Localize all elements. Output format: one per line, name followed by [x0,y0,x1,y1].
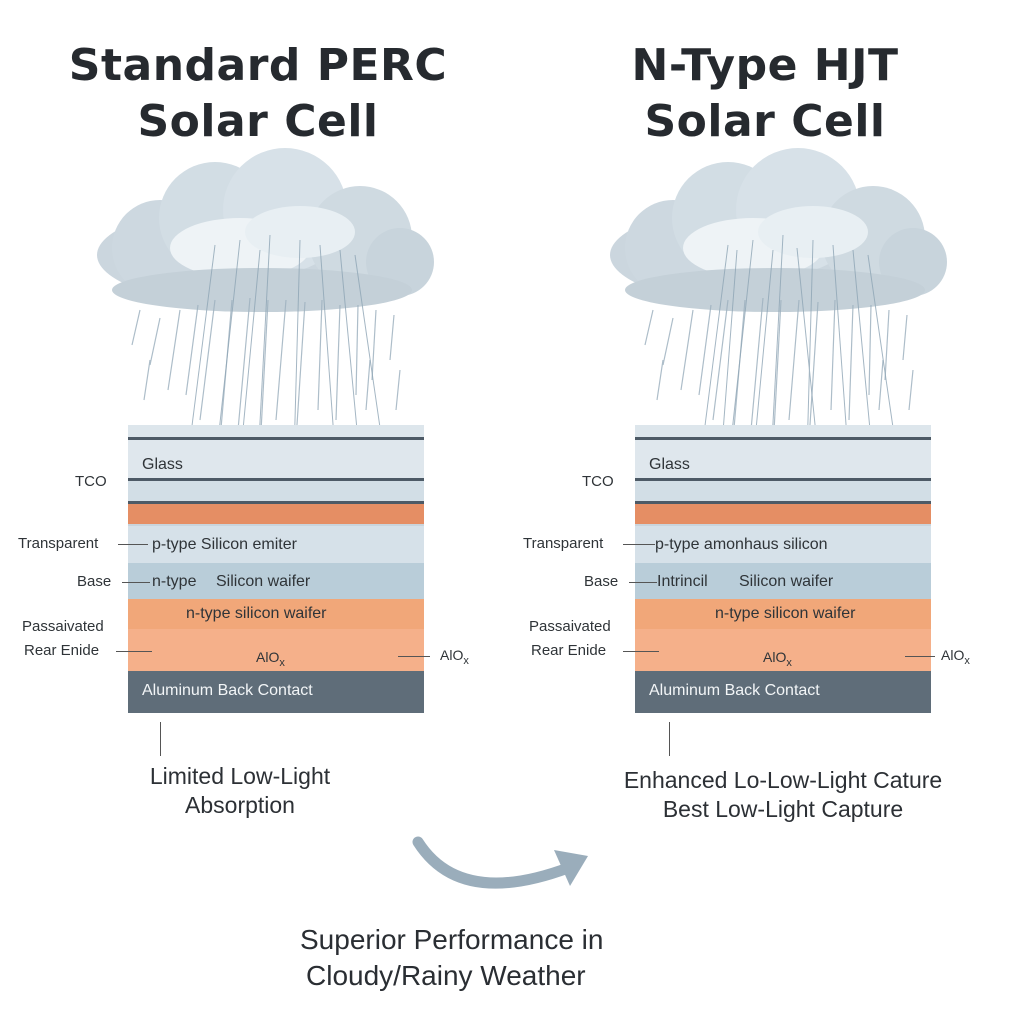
hjt-caption-line2: Best Low-Light Capture [662,796,904,822]
perc-layer-stack: Glass p-type Silicon emiter n-type Silic… [128,425,424,713]
hjt-caption: Enhanced Lo-Low-Light Cature Best Low-Li… [590,766,976,824]
perc-line-3 [128,501,424,504]
perc-contact-label: Aluminum Back Contact [142,682,313,699]
perc-cloud-icon [97,148,434,312]
hjt-title: N-Type HJT Solar Cell [555,38,975,150]
perc-nwafer-label: n-type silicon waifer [186,605,327,622]
hjt-caption-line1: Enhanced Lo-Low-Light Cature [623,767,943,793]
hjt-cloud-icon [610,148,947,312]
perc-base-layer [128,563,424,599]
hjt-doped-band [635,504,931,524]
perc-base-leader [122,582,150,583]
perc-alox-right-leader [398,656,430,657]
hjt-line-3 [635,501,931,504]
hjt-top-glass [635,425,931,437]
perc-base-type-label: n-type [152,573,197,590]
perc-title: Standard PERC Solar Cell [48,38,468,150]
perc-tco-side-label: TCO [75,473,107,490]
hjt-base-leader [629,582,657,583]
hjt-rear-side-label: Rear Enide [531,642,607,659]
hjt-rear-leader [623,651,659,652]
perc-panel: Standard PERC Solar Cell [0,0,512,818]
perc-wafer-label: Silicon waifer [216,573,311,590]
hjt-line-4 [635,524,931,526]
perc-alox-layer [128,629,424,671]
hjt-wafer-label: Silicon waifer [739,573,834,590]
perc-emitter-label: p-type Silicon emiter [152,536,297,553]
hjt-base-side-label: Base [584,573,619,590]
hjt-cloud-rain-icon [610,148,947,641]
perc-doped-band [128,504,424,524]
hjt-emitter-label: p-type amonhaus silicon [655,536,828,553]
perc-caption-line2: Absorption [185,792,295,818]
perc-rear-side-label: Rear Enide [24,642,100,659]
comparison-arrow-icon [412,836,588,889]
hjt-rain-icon [644,297,914,451]
perc-passivated-side-label: Passaivated [22,618,104,635]
hjt-wafer-layer [635,599,931,629]
perc-wafer-layer [128,599,424,629]
hjt-passivated-side-label: Passaivated [529,618,611,635]
hjt-base-type-label: Intrincil [657,573,708,590]
perc-line-1 [128,437,424,440]
hjt-transparent-leader [623,544,655,545]
perc-caption: Limited Low-Light Absorption [90,762,390,820]
perc-transparent-side-label: Transparent [18,535,99,552]
perc-title-line2: Solar Cell [137,96,379,147]
hjt-alox-right-label: AlOx [941,647,970,667]
hjt-layer-stack: Glass p-type amonhaus silicon Intrincil … [635,425,931,713]
hjt-caption-tick [669,722,670,756]
perc-cloud-rain-icon [97,148,434,621]
hjt-contact-label: Aluminum Back Contact [649,682,820,699]
perc-transparent-leader [118,544,148,545]
hjt-line-2 [635,478,931,481]
hjt-tco-layer [635,481,931,501]
perc-tco-layer [128,481,424,501]
perc-line-4 [128,524,424,526]
perc-line-2 [128,478,424,481]
hjt-panel: N-Type HJT Solar Cell [507,0,1019,760]
perc-base-side-label: Base [77,573,112,590]
hjt-alox-layer [635,629,931,671]
hjt-title-line2: Solar Cell [644,96,886,147]
hjt-glass-layer [635,440,931,478]
perc-alox-center-label: AlOx [256,649,285,669]
hjt-alox-right-leader [905,656,935,657]
perc-emitter-layer [128,526,424,563]
conclusion-line2: Cloudy/Rainy Weather [306,960,586,991]
hjt-glass-label: Glass [649,456,690,473]
hjt-contact-layer [635,671,931,713]
hjt-line-1 [635,437,931,440]
hjt-emitter-layer [635,526,931,563]
hjt-alox-center-label: AlOx [763,649,792,669]
conclusion-text: Superior Performance in Cloudy/Rainy Wea… [300,922,730,994]
hjt-base-layer [635,563,931,599]
perc-contact-layer [128,671,424,713]
perc-caption-tick [160,722,161,756]
hjt-tco-side-label: TCO [582,473,614,490]
perc-rear-leader [116,651,152,652]
hjt-nwafer-label: n-type silicon waifer [715,605,856,622]
perc-alox-right-label: AlOx [440,647,469,667]
conclusion-line1: Superior Performance in [300,924,604,955]
hjt-transparent-side-label: Transparent [523,535,604,552]
perc-caption-line1: Limited Low-Light [149,763,331,789]
perc-glass-layer [128,440,424,478]
hjt-title-line1: N-Type HJT [631,40,899,91]
perc-glass-label: Glass [142,456,183,473]
perc-top-glass [128,425,424,437]
perc-title-line1: Standard PERC [68,40,448,91]
